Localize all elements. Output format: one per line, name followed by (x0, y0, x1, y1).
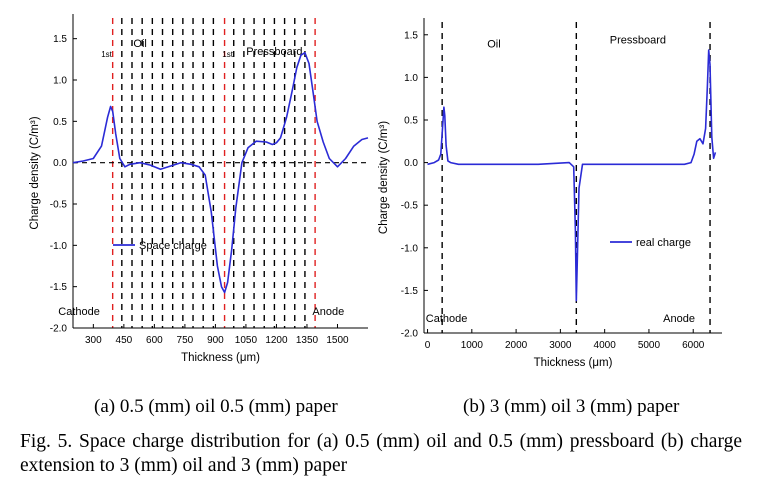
x-tick-label: 750 (177, 335, 194, 346)
y-tick-label: 1.5 (404, 30, 418, 41)
chart-a: 1.5 1.0 0.5 0.0 -0.5 -1.0 -1.5 -2.0 300 450 600 750… (29, 14, 369, 364)
y-axis-label: Charge density (C/m³) (29, 116, 41, 229)
annotation-label: Pressboard (246, 46, 302, 58)
chart-b: 1.5 1.0 0.5 0.0 -0.5 -1.0 -1.5 -2.0 0 1000 2000 300… (378, 18, 722, 369)
y-tick-label: -1.0 (401, 243, 419, 254)
annotation-label: Cathode (426, 313, 468, 325)
panel-a-caption: (a) 0.5 (mm) oil 0.5 (mm) paper (94, 396, 338, 417)
x-tick-label: 0 (425, 340, 431, 351)
x-tick-label: 300 (85, 335, 102, 346)
annotation-label: Pressboard (610, 34, 666, 46)
y-tick-label: -2.0 (50, 324, 68, 335)
series-line (427, 49, 717, 302)
y-axis-label: Charge density (C/m³) (378, 121, 390, 234)
x-tick-label: 3000 (549, 340, 572, 351)
y-tick-label: -2.0 (401, 329, 419, 340)
x-tick-label: 4000 (594, 340, 617, 351)
x-tick-label: 450 (116, 335, 133, 346)
x-tick-label: 1050 (235, 335, 258, 346)
y-tick-label: -1.0 (50, 241, 68, 252)
y-tick-label: 0.0 (404, 158, 418, 169)
annotation-label: Cathode (58, 306, 100, 318)
y-tick-label: 0.0 (53, 158, 67, 169)
series-line (72, 51, 369, 294)
annotation-label: 1st (101, 50, 112, 59)
y-tick-label: 1.5 (53, 34, 67, 45)
annotation-label: 1st (222, 50, 233, 59)
y-tick-label: -0.5 (50, 200, 68, 211)
x-axis-label: Thickness (μm) (181, 352, 260, 364)
x-axis-label: Thickness (μm) (534, 357, 613, 369)
x-tick-label: 600 (146, 335, 163, 346)
y-tick-label: 0.5 (404, 115, 418, 126)
x-tick-label: 1000 (461, 340, 484, 351)
annotation-label: Anode (663, 313, 695, 325)
panel-b-caption: (b) 3 (mm) oil 3 (mm) paper (463, 396, 680, 417)
annotation-label: Oil (133, 38, 146, 50)
x-tick-label: 900 (207, 335, 224, 346)
x-tick-label: 1350 (296, 335, 319, 346)
x-tick-label: 2000 (505, 340, 528, 351)
y-tick-label: 1.0 (53, 76, 67, 87)
y-tick-label: 0.5 (53, 117, 67, 128)
y-tick-label: 1.0 (404, 73, 418, 84)
x-tick-label: 6000 (682, 340, 705, 351)
legend-label: Space charge (139, 240, 207, 252)
legend-label: real charge (636, 237, 691, 249)
y-tick-label: -1.5 (50, 282, 68, 293)
y-tick-label: -1.5 (401, 286, 419, 297)
annotation-label: Oil (487, 39, 500, 51)
x-tick-label: 5000 (638, 340, 661, 351)
x-tick-label: 1200 (265, 335, 288, 346)
annotation-label: Anode (312, 306, 344, 318)
y-tick-label: -0.5 (401, 201, 419, 212)
figure-caption: Fig. 5. Space charge distribution for (a… (20, 431, 742, 476)
x-tick-label: 1500 (326, 335, 349, 346)
